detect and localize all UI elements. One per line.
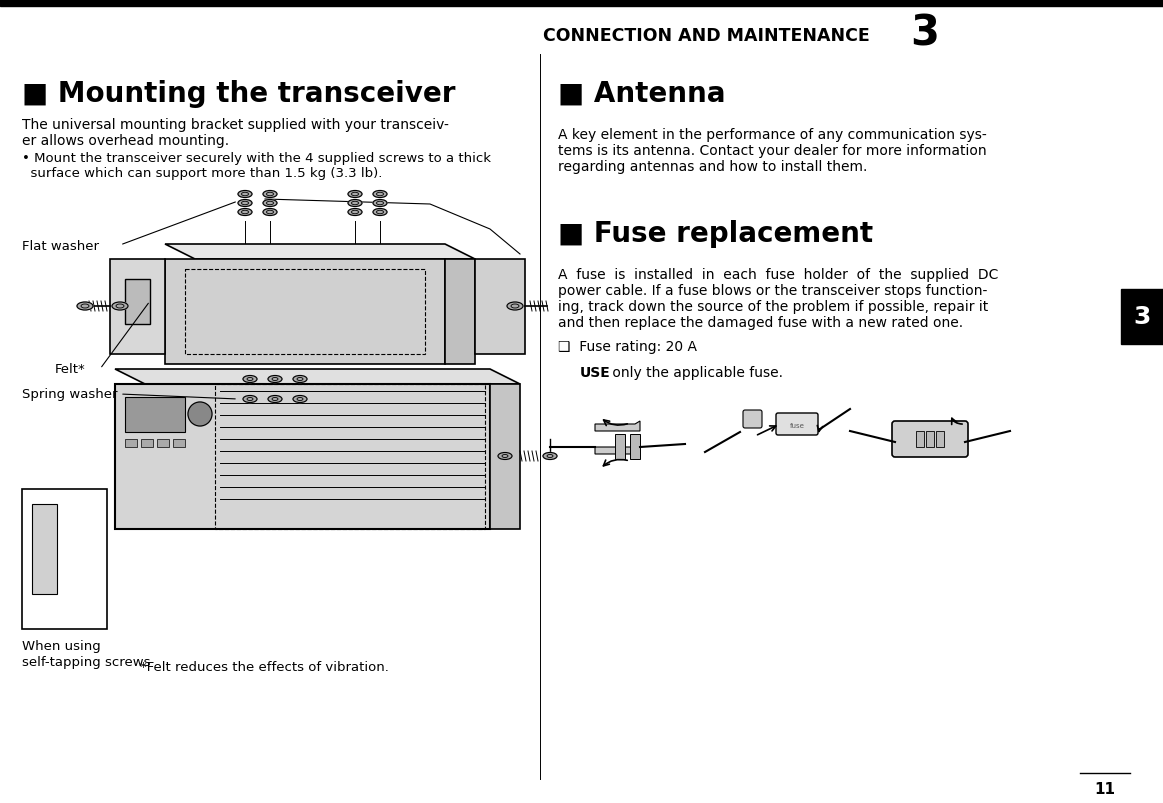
FancyBboxPatch shape: [892, 422, 968, 458]
Ellipse shape: [238, 210, 252, 216]
Bar: [475, 259, 525, 355]
Text: ■ Antenna: ■ Antenna: [558, 80, 726, 108]
Text: and then replace the damaged fuse with a new rated one.: and then replace the damaged fuse with a…: [558, 316, 963, 329]
Text: A  fuse  is  installed  in  each  fuse  holder  of  the  supplied  DC: A fuse is installed in each fuse holder …: [558, 267, 998, 282]
Text: Flat washer: Flat washer: [22, 239, 99, 252]
Bar: [916, 431, 923, 447]
Ellipse shape: [77, 303, 93, 311]
Bar: [630, 434, 640, 459]
Text: CONNECTION AND MAINTENANCE: CONNECTION AND MAINTENANCE: [543, 27, 870, 45]
Text: ing, track down the source of the problem if possible, repair it: ing, track down the source of the proble…: [558, 300, 989, 314]
Bar: [157, 439, 169, 447]
Polygon shape: [115, 369, 520, 385]
Ellipse shape: [507, 303, 523, 311]
Ellipse shape: [243, 376, 257, 383]
Text: ■ Fuse replacement: ■ Fuse replacement: [558, 220, 873, 247]
Ellipse shape: [112, 303, 128, 311]
Polygon shape: [490, 385, 520, 529]
Text: only the applicable fuse.: only the applicable fuse.: [608, 365, 783, 380]
Bar: [936, 431, 944, 447]
Bar: [926, 431, 934, 447]
Ellipse shape: [348, 210, 362, 216]
Text: A key element in the performance of any communication sys-: A key element in the performance of any …: [558, 128, 986, 142]
Text: er allows overhead mounting.: er allows overhead mounting.: [22, 134, 229, 148]
Bar: [215, 385, 485, 529]
Text: ❑  Fuse rating: 20 A: ❑ Fuse rating: 20 A: [558, 340, 697, 353]
Bar: [615, 434, 625, 459]
Ellipse shape: [56, 590, 72, 598]
Text: 11: 11: [1094, 781, 1115, 797]
Text: USE: USE: [580, 365, 611, 380]
Text: Felt*: Felt*: [55, 363, 86, 376]
Ellipse shape: [373, 200, 387, 207]
Ellipse shape: [56, 550, 72, 558]
Bar: [124, 397, 185, 433]
Text: fuse: fuse: [790, 422, 805, 429]
Text: self-tapping screws: self-tapping screws: [22, 655, 150, 668]
Ellipse shape: [543, 453, 557, 460]
Polygon shape: [595, 422, 640, 431]
FancyBboxPatch shape: [743, 410, 762, 429]
FancyBboxPatch shape: [776, 414, 818, 435]
Ellipse shape: [263, 200, 277, 207]
Text: Spring washer: Spring washer: [22, 388, 117, 401]
Bar: [185, 270, 424, 355]
Ellipse shape: [348, 191, 362, 198]
Text: regarding antennas and how to install them.: regarding antennas and how to install th…: [558, 160, 868, 173]
Ellipse shape: [56, 511, 72, 519]
Bar: [110, 259, 165, 355]
Ellipse shape: [267, 376, 281, 383]
Polygon shape: [165, 259, 445, 365]
Polygon shape: [595, 447, 640, 458]
Text: The universal mounting bracket supplied with your transceiv-: The universal mounting bracket supplied …: [22, 118, 449, 132]
Circle shape: [188, 402, 212, 426]
Ellipse shape: [348, 200, 362, 207]
Bar: [115, 385, 490, 529]
Text: tems is its antenna. Contact your dealer for more information: tems is its antenna. Contact your dealer…: [558, 144, 986, 158]
Bar: [173, 439, 185, 447]
Ellipse shape: [267, 396, 281, 403]
Bar: [33, 504, 57, 594]
Bar: [124, 439, 137, 447]
Ellipse shape: [498, 453, 512, 460]
Text: *Felt reduces the effects of vibration.: *Felt reduces the effects of vibration.: [140, 661, 388, 674]
Bar: [0, 0, 1163, 7]
Bar: [1121, 290, 1163, 344]
Ellipse shape: [373, 191, 387, 198]
Ellipse shape: [293, 376, 307, 383]
Text: • Mount the transceiver securely with the 4 supplied screws to a thick: • Mount the transceiver securely with th…: [22, 152, 491, 165]
Polygon shape: [445, 259, 475, 365]
Ellipse shape: [243, 396, 257, 403]
Text: ■ Mounting the transceiver: ■ Mounting the transceiver: [22, 80, 456, 108]
Ellipse shape: [238, 191, 252, 198]
Ellipse shape: [238, 200, 252, 207]
Text: When using: When using: [22, 639, 101, 652]
Ellipse shape: [263, 191, 277, 198]
Ellipse shape: [263, 210, 277, 216]
Text: 3: 3: [1133, 304, 1150, 328]
Text: power cable. If a fuse blows or the transceiver stops function-: power cable. If a fuse blows or the tran…: [558, 283, 987, 298]
Bar: [22, 489, 107, 630]
Polygon shape: [165, 245, 475, 259]
Text: surface which can support more than 1.5 kg (3.3 lb).: surface which can support more than 1.5 …: [22, 167, 383, 180]
Text: 3: 3: [909, 13, 939, 55]
Ellipse shape: [373, 210, 387, 216]
Bar: [141, 439, 154, 447]
Bar: [124, 279, 150, 324]
Ellipse shape: [293, 396, 307, 403]
